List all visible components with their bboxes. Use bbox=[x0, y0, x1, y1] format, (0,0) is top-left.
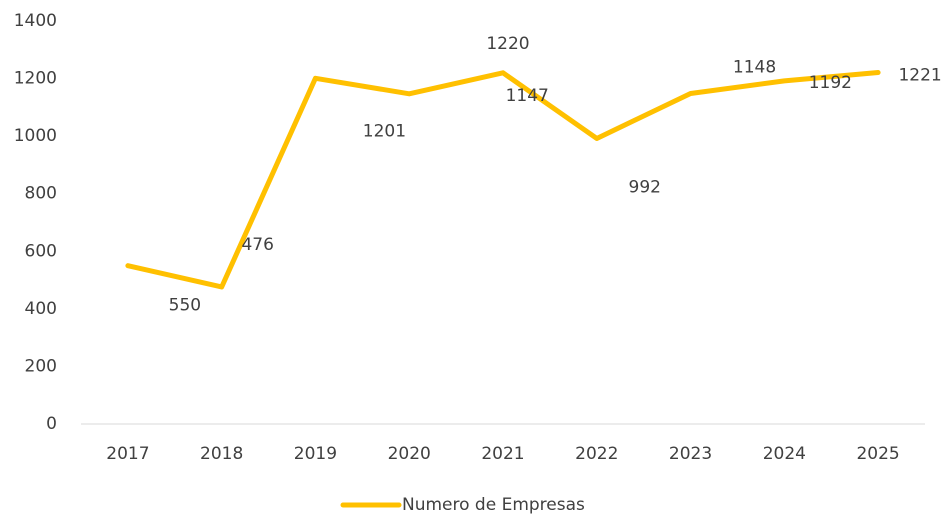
y-tick-label: 1000 bbox=[14, 126, 57, 146]
x-tick-label: 2020 bbox=[388, 444, 431, 464]
y-tick-label: 600 bbox=[25, 241, 57, 261]
data-label: 1221 bbox=[898, 66, 941, 86]
data-label: 476 bbox=[241, 235, 273, 255]
data-label: 1148 bbox=[733, 58, 776, 78]
x-tick-label: 2017 bbox=[106, 444, 149, 464]
data-label: 1192 bbox=[809, 73, 852, 93]
y-tick-label: 800 bbox=[25, 184, 57, 204]
line bbox=[125, 70, 881, 290]
legend-label: Numero de Empresas bbox=[402, 495, 585, 515]
x-tick-label: 2025 bbox=[856, 444, 899, 464]
y-tick-label: 200 bbox=[25, 356, 57, 376]
y-tick-label: 1400 bbox=[14, 11, 57, 31]
x-tick-label: 2021 bbox=[481, 444, 524, 464]
x-tick-label: 2022 bbox=[575, 444, 618, 464]
data-label: 1147 bbox=[506, 86, 549, 106]
data-label: 1201 bbox=[363, 121, 406, 141]
x-tick-label: 2024 bbox=[763, 444, 806, 464]
y-tick-label: 1200 bbox=[14, 69, 57, 89]
y-tick-label: 400 bbox=[25, 299, 57, 319]
x-tick-label: 2018 bbox=[200, 444, 243, 464]
data-label: 1220 bbox=[486, 34, 529, 54]
x-tick-label: 2019 bbox=[294, 444, 337, 464]
data-label: 992 bbox=[629, 177, 661, 197]
x-tick-label: 2023 bbox=[669, 444, 712, 464]
data-label: 550 bbox=[169, 296, 201, 316]
y-tick-label: 0 bbox=[46, 414, 57, 434]
